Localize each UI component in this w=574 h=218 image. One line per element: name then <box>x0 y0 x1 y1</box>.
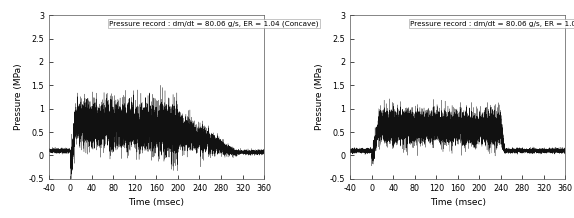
Y-axis label: Pressure (MPa): Pressure (MPa) <box>14 64 23 130</box>
X-axis label: Time (msec): Time (msec) <box>129 198 184 207</box>
Text: Pressure record : dm/dt = 80.06 g/s, ER = 1.04 (Convex): Pressure record : dm/dt = 80.06 g/s, ER … <box>410 20 574 27</box>
Text: Pressure record : dm/dt = 80.06 g/s, ER = 1.04 (Concave): Pressure record : dm/dt = 80.06 g/s, ER … <box>109 20 319 27</box>
Y-axis label: Pressure (MPa): Pressure (MPa) <box>315 64 324 130</box>
X-axis label: Time (msec): Time (msec) <box>430 198 486 207</box>
